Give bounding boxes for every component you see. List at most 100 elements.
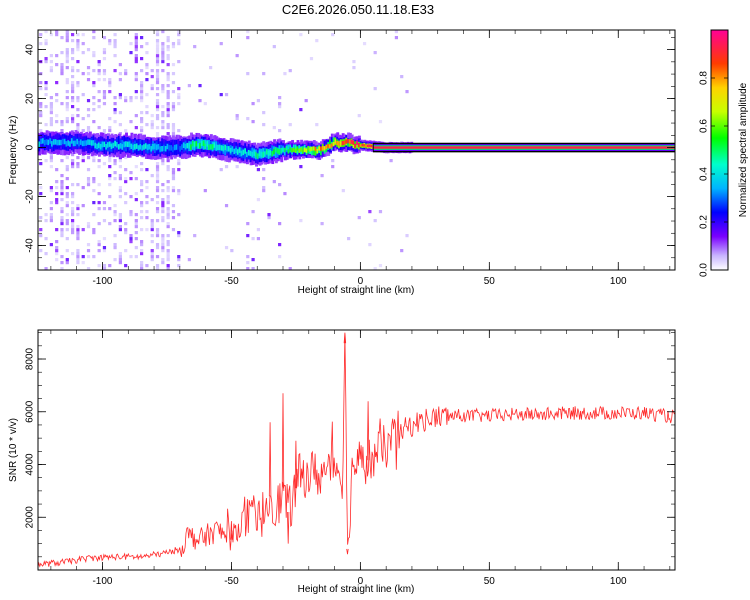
spectrogram-cell [145, 51, 149, 55]
spectrogram-cell [283, 72, 287, 76]
spectrogram-cell [134, 198, 138, 202]
spectrogram-cell [44, 42, 48, 46]
spectrogram-ridge-cell [366, 144, 370, 148]
spectrogram-cell [108, 159, 112, 163]
spectrogram-cell [155, 171, 160, 175]
spectrogram-cell [166, 213, 170, 217]
spectrogram-cell [44, 159, 48, 163]
spectrogram-cell [161, 84, 165, 88]
spectrogram-cell [124, 99, 128, 103]
spectrogram-cell [171, 90, 176, 94]
spectrogram-cell [102, 78, 107, 82]
spectrogram-cell [81, 186, 85, 190]
snr-series-line [38, 332, 675, 568]
spectrogram-cell [166, 210, 170, 214]
spectrogram-ridge-cell [229, 147, 233, 154]
spectrogram-ridge-cell [338, 141, 341, 146]
spectrogram-cell [155, 264, 160, 268]
spectrogram-cell [102, 96, 107, 100]
spectrogram-cell [235, 54, 239, 58]
spectrogram-cell [166, 63, 170, 67]
spectrogram-cell [155, 219, 160, 223]
spectrogram-cell [161, 111, 165, 115]
spectrogram-cell [86, 156, 91, 160]
spectrogram-ridge-cell [280, 148, 284, 154]
spectrogram-cell [113, 177, 117, 181]
spectrogram-ridge-cell [332, 137, 336, 146]
spectrogram-cell [49, 33, 53, 37]
spectrogram-ridge-cell [112, 142, 116, 149]
spectrogram-cell [161, 243, 165, 247]
spectrogram-cell [49, 123, 53, 127]
spectrogram-ridge-cell [148, 144, 152, 150]
spectrogram-cell [155, 63, 160, 67]
spectrogram-cell [129, 42, 133, 46]
spectrogram-cell [118, 123, 122, 127]
spectrogram-cell [166, 108, 170, 112]
spectrogram-ridge-cell [350, 139, 354, 144]
spectrogram-cell [357, 216, 361, 220]
spectrogram-cell [71, 213, 75, 217]
spectrogram-cell [65, 39, 69, 43]
spectrogram-cell [145, 63, 149, 67]
spectrogram-cell [65, 192, 69, 196]
spectrogram-cell [166, 90, 170, 94]
spectrogram-cell [331, 165, 335, 169]
spectrogram-ridge-cell [54, 139, 58, 145]
spectrogram-cell [161, 261, 165, 265]
spectrogram-cell [378, 210, 383, 214]
spectrogram-cell [108, 264, 112, 268]
spectrogram-cell [102, 51, 107, 55]
x-tick-label: -50 [224, 276, 239, 287]
spectrogram-cell [134, 255, 138, 259]
spectrogram-cell [150, 84, 154, 88]
spectrogram-ridge-cell [327, 143, 331, 149]
spectrogram-ridge-cell [314, 147, 318, 156]
spectrogram-cell [155, 228, 160, 232]
spectrogram-cell [118, 174, 122, 178]
spectrogram-cell [76, 252, 80, 256]
spectrogram-cell [97, 99, 101, 103]
spectrogram-cell [246, 72, 250, 76]
spectrogram-cell [118, 72, 122, 76]
spectrogram-cell [108, 84, 112, 88]
spectrogram-cell [155, 177, 160, 181]
spectrogram-cell [49, 108, 53, 112]
spectrogram-cell [166, 75, 170, 79]
spectrogram-cell [140, 81, 144, 85]
spectrogram-cell [44, 93, 48, 97]
chart-title: C2E6.2026.050.11.18.E33 [282, 2, 434, 17]
spectrogram-cell [177, 30, 181, 34]
spectrogram-cell [288, 123, 292, 127]
spectrogram-cell [235, 165, 239, 169]
spectrogram-cell [155, 99, 160, 103]
spectrogram-cell [39, 162, 43, 166]
spectrogram-ridge-cell [292, 147, 296, 152]
spectrogram-cell [65, 30, 69, 34]
spectrogram-cell [86, 129, 91, 133]
spectrogram-cell [150, 120, 154, 124]
spectrogram-cell [76, 45, 80, 49]
spectrogram-cell [230, 249, 234, 253]
spectrogram-ridge-cell [316, 148, 320, 154]
spectrogram-cell [166, 258, 170, 262]
spectrogram-cell [166, 105, 170, 109]
spectrogram-ridge-cell [296, 146, 300, 151]
spectrogram-cell [60, 222, 64, 226]
spectrogram-cell [256, 228, 260, 232]
spectrogram-cell [118, 261, 122, 265]
spectrogram-cell [145, 180, 149, 184]
spectrogram-cell [161, 204, 165, 208]
spectrogram-cell [39, 81, 43, 85]
spectrogram-cell [71, 81, 75, 85]
spectrogram-ridge-cell [227, 146, 231, 152]
spectrogram-ridge-cell [162, 145, 166, 151]
spectrogram-cell [97, 90, 101, 94]
spectrogram-cell [278, 102, 282, 106]
spectrogram-cell [134, 126, 138, 130]
spectrogram-cell [118, 78, 122, 82]
y-tick-label: 20 [25, 93, 36, 105]
spectrogram-cell [102, 207, 107, 211]
spectrogram-cell [171, 189, 176, 193]
spectrogram-cell [203, 189, 207, 193]
